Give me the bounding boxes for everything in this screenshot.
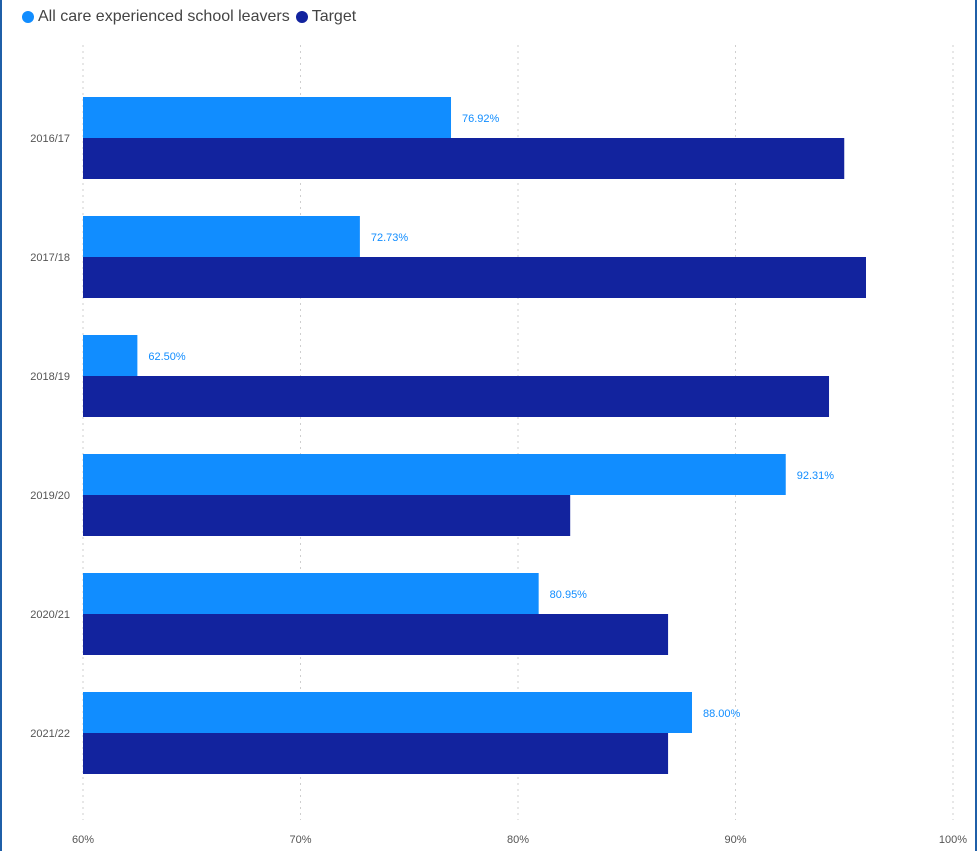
x-tick-label-3: 90%: [724, 834, 746, 846]
bar-series-1-3[interactable]: [83, 454, 786, 495]
x-tick-label-4: 100%: [939, 834, 967, 846]
category-label-2: 2018/19: [30, 371, 70, 383]
data-label-series-1-3: 92.31%: [797, 470, 835, 482]
bar-series-1-2[interactable]: [83, 335, 138, 376]
legend-dot-icon-series-1: [22, 11, 34, 23]
category-label-3: 2019/20: [30, 490, 70, 502]
data-label-series-1-4: 80.95%: [550, 589, 588, 601]
bar-series-2-4[interactable]: [83, 614, 669, 655]
legend-item-series-1[interactable]: All care experienced school leavers: [22, 8, 290, 26]
bar-series-2-2[interactable]: [83, 376, 830, 417]
data-label-series-1-1: 72.73%: [371, 232, 409, 244]
bar-series-1-4[interactable]: [83, 573, 539, 614]
legend: All care experienced school leavers Targ…: [22, 6, 356, 28]
legend-dot-icon-series-2: [295, 11, 308, 23]
x-tick-label-1: 70%: [289, 834, 311, 846]
bar-series-1-0[interactable]: [83, 97, 452, 138]
bar-series-2-3[interactable]: [83, 495, 571, 536]
data-label-series-1-5: 88.00%: [703, 708, 741, 720]
bar-series-2-1[interactable]: [83, 257, 866, 298]
legend-label-series-1: All care experienced school leavers: [38, 8, 290, 25]
bar-series-2-5[interactable]: [83, 733, 669, 774]
x-tick-label-0: 60%: [72, 834, 94, 846]
legend-item-series-2[interactable]: Target: [295, 8, 357, 26]
category-label-0: 2016/17: [30, 133, 70, 145]
bar-series-2-0[interactable]: [83, 138, 845, 179]
x-tick-label-2: 80%: [507, 834, 529, 846]
legend-label-series-2: Target: [311, 8, 357, 25]
bar-series-1-1[interactable]: [83, 216, 360, 257]
data-label-series-1-2: 62.50%: [148, 351, 186, 363]
category-label-4: 2020/21: [30, 609, 70, 621]
category-label-1: 2017/18: [30, 252, 70, 264]
data-label-series-1-0: 76.92%: [462, 113, 500, 125]
category-label-5: 2021/22: [30, 728, 70, 740]
bar-series-1-5[interactable]: [83, 692, 692, 733]
